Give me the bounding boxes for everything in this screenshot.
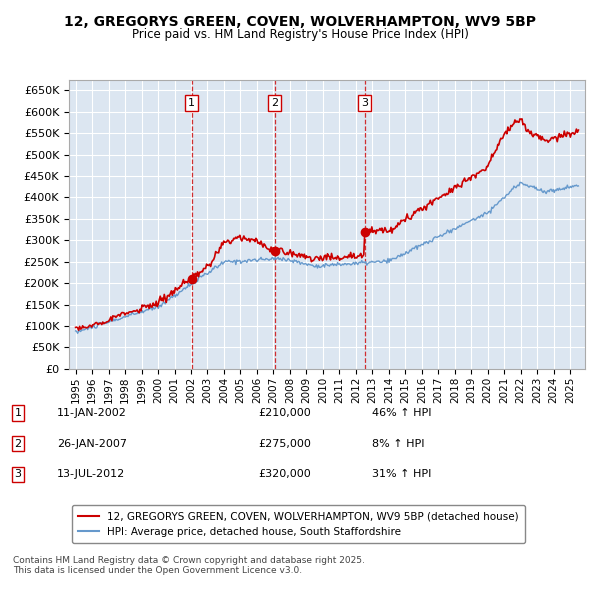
Text: 13-JUL-2012: 13-JUL-2012	[57, 470, 125, 479]
Text: 1: 1	[188, 98, 195, 108]
Text: 3: 3	[14, 470, 22, 479]
Text: 2: 2	[14, 439, 22, 448]
Text: 11-JAN-2002: 11-JAN-2002	[57, 408, 127, 418]
Text: 12, GREGORYS GREEN, COVEN, WOLVERHAMPTON, WV9 5BP: 12, GREGORYS GREEN, COVEN, WOLVERHAMPTON…	[64, 15, 536, 29]
Text: Price paid vs. HM Land Registry's House Price Index (HPI): Price paid vs. HM Land Registry's House …	[131, 28, 469, 41]
Text: 46% ↑ HPI: 46% ↑ HPI	[372, 408, 431, 418]
Text: £210,000: £210,000	[258, 408, 311, 418]
Text: 8% ↑ HPI: 8% ↑ HPI	[372, 439, 425, 448]
Text: Contains HM Land Registry data © Crown copyright and database right 2025.
This d: Contains HM Land Registry data © Crown c…	[13, 556, 365, 575]
Text: 2: 2	[271, 98, 278, 108]
Text: 31% ↑ HPI: 31% ↑ HPI	[372, 470, 431, 479]
Text: 1: 1	[14, 408, 22, 418]
Text: £275,000: £275,000	[258, 439, 311, 448]
Text: £320,000: £320,000	[258, 470, 311, 479]
Legend: 12, GREGORYS GREEN, COVEN, WOLVERHAMPTON, WV9 5BP (detached house), HPI: Average: 12, GREGORYS GREEN, COVEN, WOLVERHAMPTON…	[71, 505, 525, 543]
Text: 3: 3	[361, 98, 368, 108]
Text: 26-JAN-2007: 26-JAN-2007	[57, 439, 127, 448]
